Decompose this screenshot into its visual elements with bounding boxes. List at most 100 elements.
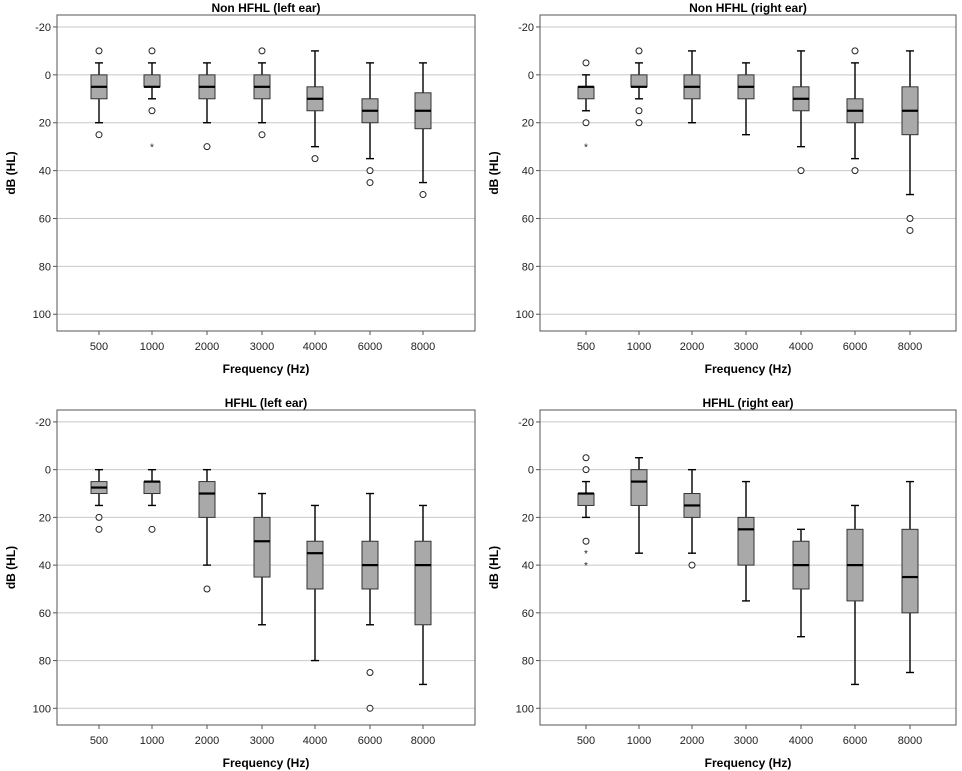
extreme-point: * [584,143,588,154]
box-500: * [577,59,595,154]
box-1000 [143,468,161,533]
outlier-point [203,585,211,593]
box-500: ** [577,454,595,572]
chart-panel-2: -20 0 20 40 60 80 100 500 1000 2000 3000 4000 6000 80… [487,1,957,376]
x-tick-label: 1000 [627,341,651,353]
box-6000 [361,62,379,187]
outlier-point [258,47,266,55]
box-iqr [306,540,324,590]
outlier-point [851,167,859,175]
outlier-point [582,119,590,127]
y-tick-label: 100 [516,703,534,715]
box-3000 [737,480,755,602]
box-6000 [846,47,864,175]
x-tick-label: 8000 [411,341,435,353]
box-4000 [792,528,810,638]
box-iqr [143,74,161,88]
x-tick-label: 1000 [140,735,164,747]
outlier-point [851,47,859,55]
x-tick-label: 4000 [789,735,813,747]
box-iqr [901,528,919,614]
x-tick-label: 2000 [680,341,704,353]
x-tick-label: 2000 [195,735,219,747]
box-2000 [683,468,701,569]
y-tick-label: 20 [522,118,534,130]
box-3000 [253,492,271,626]
y-tick-label: -20 [518,417,534,429]
y-tick-label: 0 [528,70,534,82]
chart-title: HFHL (left ear) [225,396,307,410]
y-axis-label: dB (HL) [4,546,18,589]
x-tick-label: 3000 [734,735,758,747]
y-tick-label: 80 [39,656,51,668]
y-tick-label: 100 [516,309,534,321]
box-2000 [198,62,216,151]
x-tick-label: 1000 [627,735,651,747]
box-8000 [901,480,919,674]
box-iqr [577,493,595,506]
box-3000 [253,47,271,139]
box-1000 [630,47,648,127]
y-tick-label: 20 [39,512,51,524]
x-tick-label: 6000 [358,735,382,747]
y-tick-label: 20 [39,118,51,130]
x-tick-label: 4000 [303,735,327,747]
outlier-point [95,513,103,521]
y-tick-label: 40 [39,166,51,178]
x-tick-label: 1000 [140,341,164,353]
y-tick-label: 40 [522,166,534,178]
x-axis-label: Frequency (Hz) [223,362,310,376]
outlier-point [258,131,266,139]
x-tick-label: 500 [90,735,108,747]
x-tick-label: 2000 [195,341,219,353]
x-tick-label: 6000 [358,341,382,353]
y-tick-label: 0 [45,70,51,82]
x-axis-label: Frequency (Hz) [223,756,310,770]
y-tick-label: -20 [35,417,51,429]
chart-panel-4: -20 0 20 40 60 80 100 500 1000 2000 3000 4000 6000 80… [487,396,957,770]
x-tick-label: 8000 [898,735,922,747]
outlier-point [582,59,590,67]
plot-frame [539,14,957,332]
box-6000 [846,504,864,686]
x-tick-label: 8000 [411,735,435,747]
outlier-point [582,454,590,462]
outlier-point [797,167,805,175]
x-tick-label: 6000 [843,341,867,353]
outlier-point [366,704,374,712]
outlier-point [311,155,319,163]
outlier-point [148,525,156,533]
y-tick-label: 60 [522,213,534,225]
chart-title: HFHL (right ear) [702,396,793,410]
box-500 [90,468,108,533]
outlier-point [148,107,156,115]
y-axis-label: dB (HL) [487,546,501,589]
outlier-point [95,131,103,139]
x-axis-label: Frequency (Hz) [705,362,792,376]
chart-panel-1: -20 0 20 40 60 80 100 500 1000 2000 3000 4000 6000 80… [4,1,476,376]
outlier-point [366,167,374,175]
box-iqr [737,516,755,566]
box-iqr [143,481,161,495]
outlier-point [148,47,156,55]
outlier-point [419,191,427,199]
box-iqr [253,516,271,578]
outlier-point [95,525,103,533]
x-tick-label: 4000 [303,341,327,353]
y-tick-label: 20 [522,512,534,524]
x-tick-label: 8000 [898,341,922,353]
plot-frame [539,409,957,726]
y-tick-label: 0 [45,465,51,477]
plot-frame [56,14,476,332]
outlier-point [95,47,103,55]
box-1000: * [143,47,161,154]
chart-title: Non HFHL (right ear) [689,1,807,15]
outlier-point [635,107,643,115]
chart-title: Non HFHL (left ear) [211,1,320,15]
y-tick-label: -20 [35,22,51,34]
box-500 [90,47,108,139]
x-tick-label: 3000 [734,341,758,353]
box-iqr [198,481,216,518]
x-tick-label: 4000 [789,341,813,353]
box-6000 [361,492,379,712]
